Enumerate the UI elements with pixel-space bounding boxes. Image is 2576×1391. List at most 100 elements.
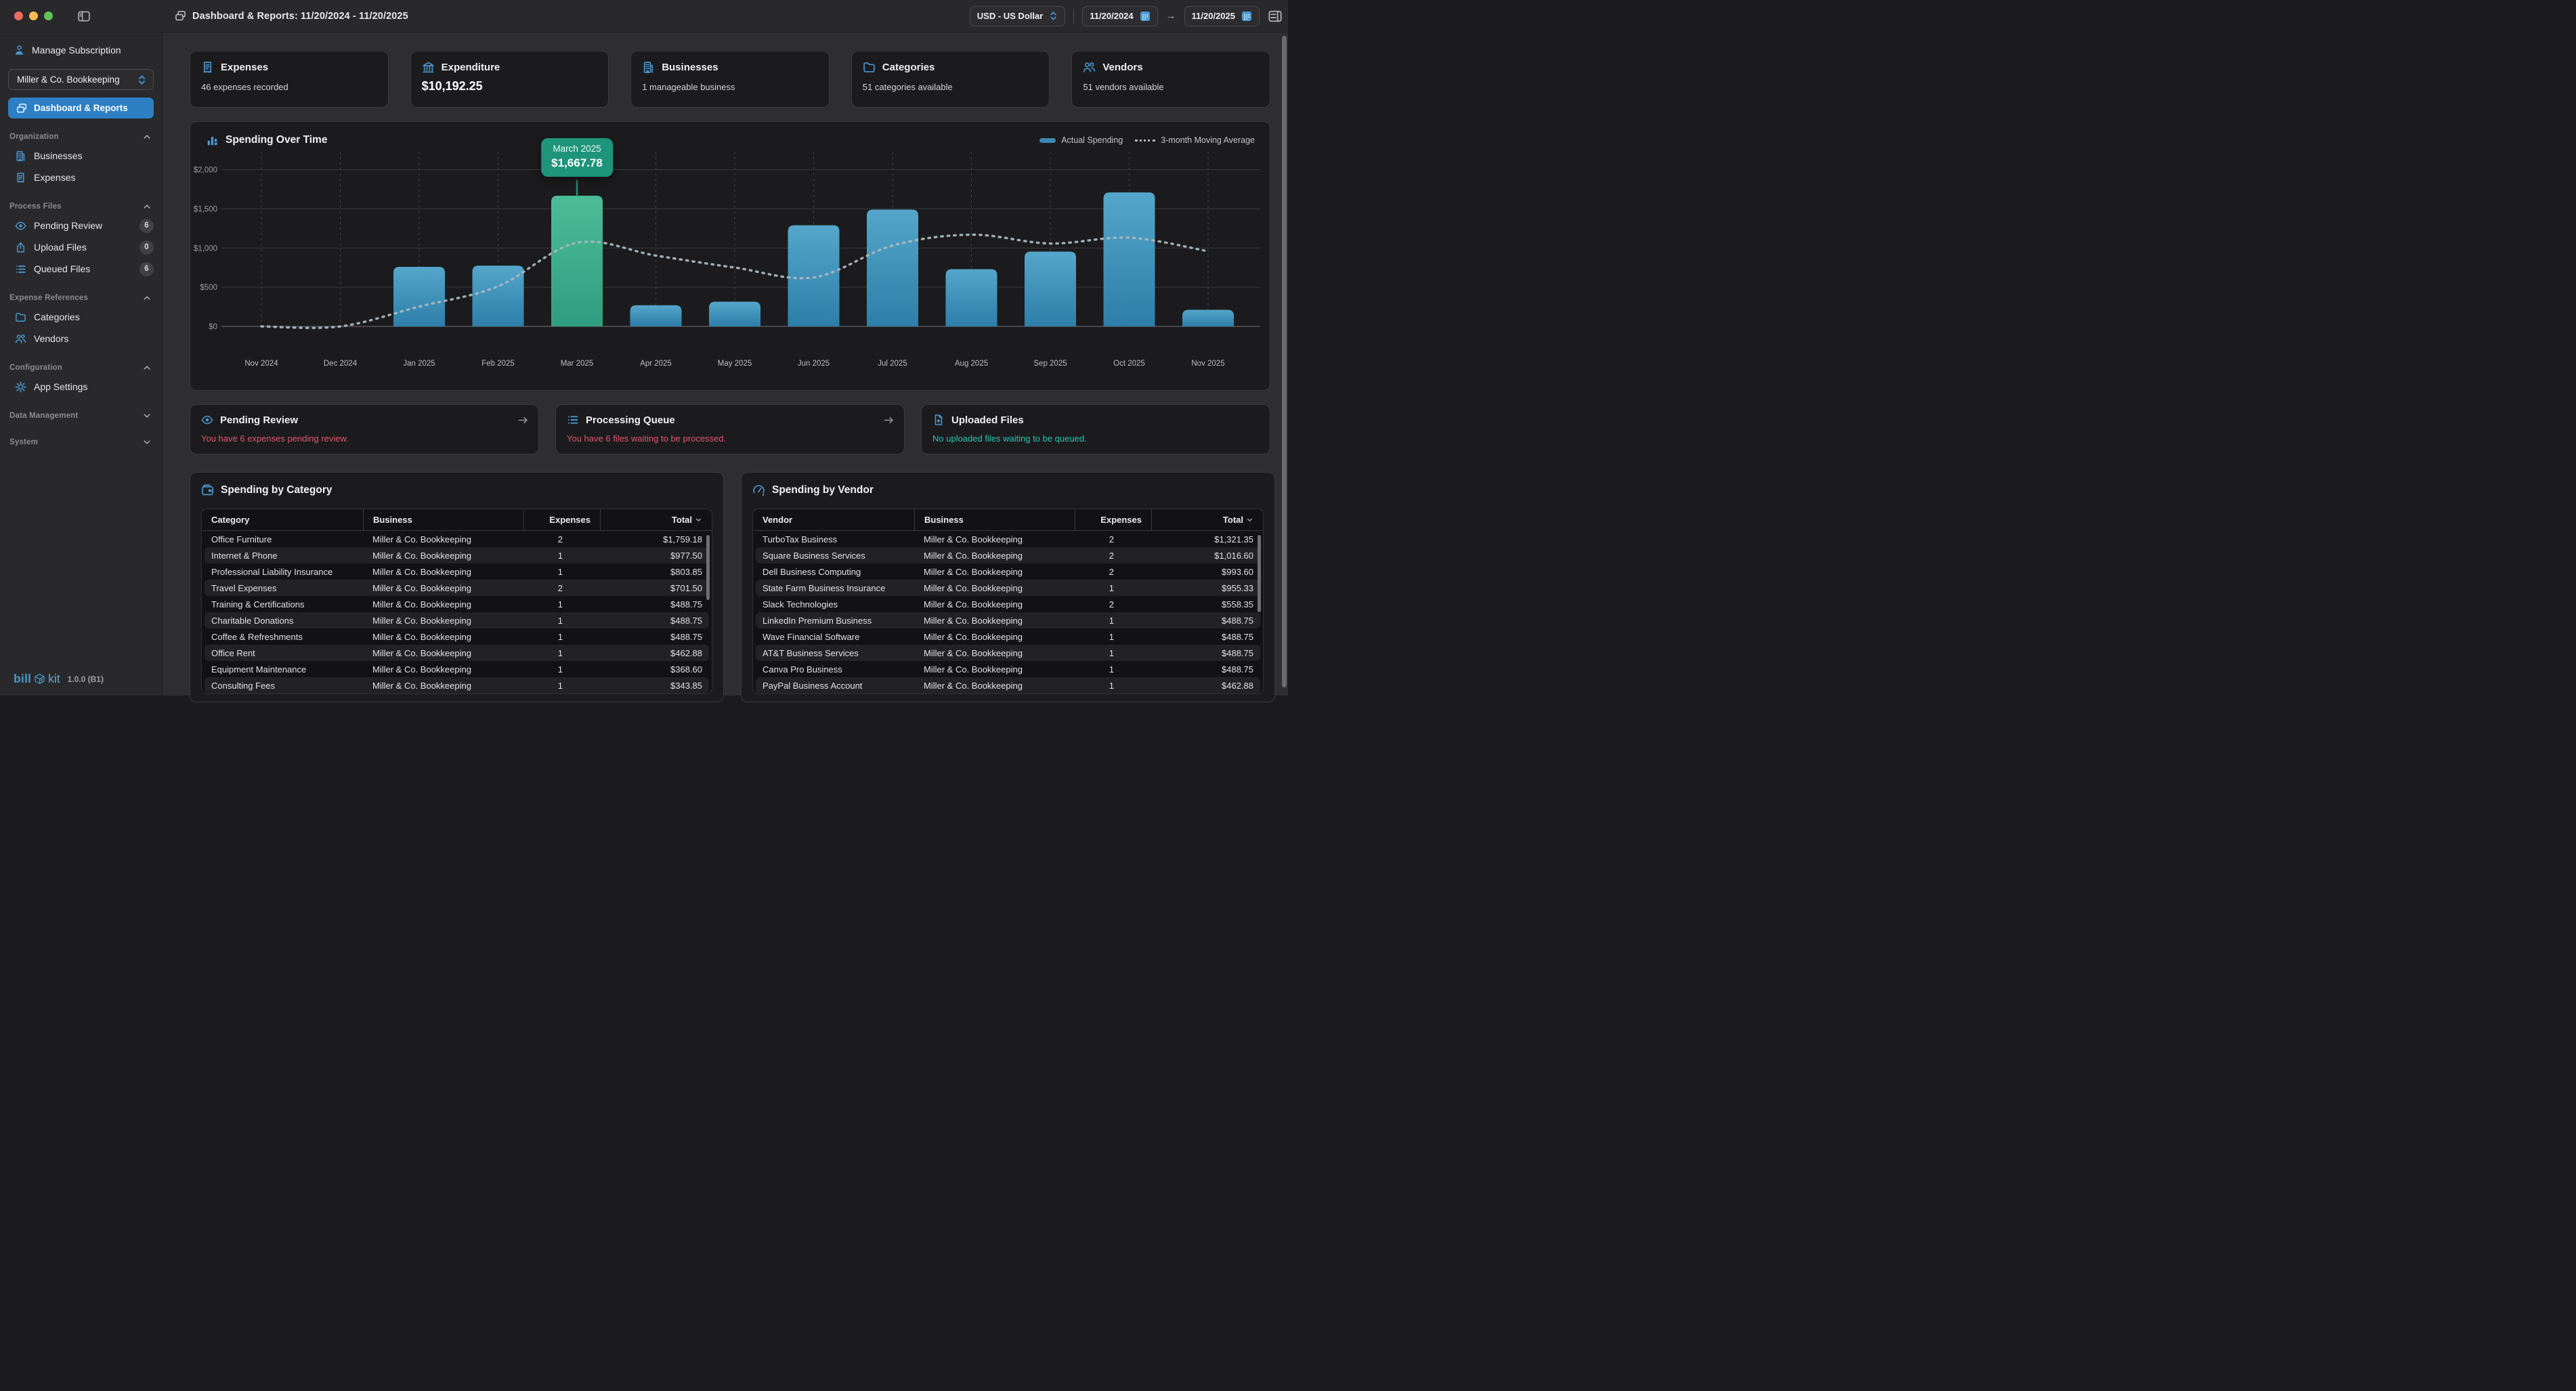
legend-swatch [1039, 138, 1056, 143]
sidebar-section-organization[interactable]: Organization [0, 129, 162, 145]
table-card-spending-by-category: Spending by CategoryCategoryBusinessExpe… [190, 472, 724, 702]
table-row[interactable]: Dell Business ComputingMiller & Co. Book… [753, 563, 1263, 580]
count-badge: 0 [139, 240, 154, 255]
sidebar-item-categories[interactable]: Categories [0, 306, 162, 328]
action-card-pending-review[interactable]: Pending ReviewYou have 6 expenses pendin… [190, 404, 539, 454]
stat-label: Vendors [1102, 62, 1142, 73]
table-cell: 2 [1075, 551, 1151, 561]
arrow-right-icon [517, 414, 529, 426]
sidebar-section-process-files[interactable]: Process Files [0, 198, 162, 215]
date-from-field[interactable]: 11/20/2024 [1082, 6, 1157, 26]
column-header-vendor: Vendor [753, 515, 914, 525]
table-row[interactable]: Professional Liability InsuranceMiller &… [202, 563, 712, 580]
table-cell: TurboTax Business [753, 534, 914, 544]
spending-over-time-card: Spending Over Time Actual Spending3-mont… [190, 121, 1270, 391]
sidebar-item-pending-review[interactable]: Pending Review6 [0, 215, 162, 236]
open-arrow-button[interactable] [517, 414, 529, 429]
date-to-field[interactable]: 11/20/2025 [1184, 6, 1260, 26]
table-row[interactable]: Square Business ServicesMiller & Co. Boo… [756, 547, 1260, 563]
sidebar-item-queued-files[interactable]: Queued Files6 [0, 258, 162, 280]
arrow-right-icon [883, 414, 895, 426]
action-card-uploaded-files: Uploaded FilesNo uploaded files waiting … [921, 404, 1270, 454]
sidebar-item-dashboard-reports[interactable]: Dashboard & Reports [8, 98, 154, 119]
app-version: 1.0.0 (B1) [68, 675, 104, 684]
chart-title: Spending Over Time [207, 134, 327, 146]
table-row[interactable]: Charitable DonationsMiller & Co. Bookkee… [205, 612, 709, 628]
table-cell: Internet & Phone [205, 551, 363, 561]
sidebar-item-vendors[interactable]: Vendors [0, 328, 162, 349]
sidebar-toggle-button[interactable] [77, 9, 91, 23]
column-header-total[interactable]: Total [600, 509, 712, 530]
table-row[interactable]: Training & CertificationsMiller & Co. Bo… [202, 596, 712, 612]
business-selector[interactable]: Miller & Co. Bookkeeping [8, 69, 154, 90]
table-row[interactable]: Slack TechnologiesMiller & Co. Bookkeepi… [753, 596, 1263, 612]
sidebar-item-label: Expenses [34, 172, 154, 183]
count-badge: 6 [139, 262, 154, 276]
layout-toggle-button[interactable] [1268, 9, 1283, 24]
table-row[interactable]: Internet & PhoneMiller & Co. Bookkeeping… [205, 547, 709, 563]
table-row[interactable]: Office FurnitureMiller & Co. Bookkeeping… [202, 531, 712, 547]
minimize-button[interactable] [29, 12, 38, 20]
table-row[interactable]: PayPal Business AccountMiller & Co. Book… [756, 677, 1260, 693]
table-scrollbar[interactable] [1258, 535, 1261, 612]
table-row[interactable]: LinkedIn Premium BusinessMiller & Co. Bo… [756, 612, 1260, 628]
action-card-processing-queue[interactable]: Processing QueueYou have 6 files waiting… [555, 404, 905, 454]
sidebar-section-expense-references[interactable]: Expense References [0, 290, 162, 306]
logo-kit-text: kit [48, 672, 60, 686]
table-cell: $993.60 [1151, 567, 1263, 577]
receipt-icon [201, 61, 214, 74]
table-cell: $462.88 [600, 648, 709, 658]
main-scrollbar[interactable] [1282, 36, 1287, 687]
svg-text:$0: $0 [209, 323, 217, 331]
column-header-total[interactable]: Total [1151, 509, 1263, 530]
sidebar-item-expenses[interactable]: Expenses [0, 167, 162, 188]
sidebar-section-configuration[interactable]: Configuration [0, 360, 162, 376]
folder-icon [15, 312, 26, 323]
table-cell: $488.75 [600, 632, 712, 642]
sidebar-section-data-management[interactable]: Data Management [0, 408, 162, 424]
receipt-icon [15, 172, 26, 184]
calendar-icon[interactable] [1241, 11, 1252, 22]
sidebar-item-upload-files[interactable]: Upload Files0 [0, 236, 162, 258]
table-cell: $1,016.60 [1151, 551, 1260, 561]
sidebar-item-label: Vendors [34, 333, 154, 344]
table-cell: 1 [523, 567, 600, 577]
cube-logo-icon [34, 673, 45, 685]
table-row[interactable]: AT&T Business ServicesMiller & Co. Bookk… [756, 645, 1260, 661]
stat-label: Expenses [221, 62, 268, 73]
table-cell: 1 [523, 632, 600, 642]
sidebar-item-app-settings[interactable]: App Settings [0, 376, 162, 398]
column-header-business: Business [363, 509, 523, 530]
table-cell: LinkedIn Premium Business [756, 616, 914, 626]
table-row[interactable]: Office RentMiller & Co. Bookkeeping1$462… [205, 645, 709, 661]
table-row[interactable]: Travel ExpensesMiller & Co. Bookkeeping2… [205, 580, 709, 596]
table-scrollbar[interactable] [706, 535, 710, 600]
table-cell: 1 [1075, 632, 1151, 642]
table-row[interactable]: TurboTax BusinessMiller & Co. Bookkeepin… [753, 531, 1263, 547]
currency-select[interactable]: USD - US Dollar [970, 6, 1066, 26]
table-row[interactable]: Consulting FeesMiller & Co. Bookkeeping1… [205, 677, 709, 693]
open-arrow-button[interactable] [883, 414, 895, 429]
stat-card-businesses: Businesses1 manageable business [630, 51, 830, 108]
svg-text:Aug 2025: Aug 2025 [955, 360, 988, 368]
table-cell: Miller & Co. Bookkeeping [363, 534, 523, 544]
sidebar-item-manage-subscription[interactable]: Manage Subscription [0, 39, 162, 61]
table-row[interactable]: State Farm Business InsuranceMiller & Co… [756, 580, 1260, 596]
zoom-button[interactable] [44, 12, 53, 20]
table-row[interactable]: Coffee & RefreshmentsMiller & Co. Bookke… [202, 628, 712, 645]
calendar-icon[interactable] [1140, 11, 1151, 22]
table-row[interactable]: Canva Pro BusinessMiller & Co. Bookkeepi… [753, 661, 1263, 677]
table-row[interactable]: Wave Financial SoftwareMiller & Co. Book… [753, 628, 1263, 645]
sidebar-item-businesses[interactable]: Businesses [0, 145, 162, 167]
svg-text:Nov 2025: Nov 2025 [1191, 360, 1224, 368]
table-cell: Professional Liability Insurance [202, 567, 363, 577]
table-row[interactable]: Equipment MaintenanceMiller & Co. Bookke… [202, 661, 712, 677]
legend-label: Actual Spending [1061, 135, 1123, 145]
close-button[interactable] [14, 12, 23, 20]
table-header-row: CategoryBusinessExpensesTotal [202, 509, 712, 531]
sidebar-section-system[interactable]: System [0, 434, 162, 450]
eye-icon [15, 220, 26, 232]
stat-card-expenses: Expenses46 expenses recorded [190, 51, 389, 108]
layout-icon [1268, 9, 1283, 24]
chevron-up-icon [143, 294, 151, 302]
